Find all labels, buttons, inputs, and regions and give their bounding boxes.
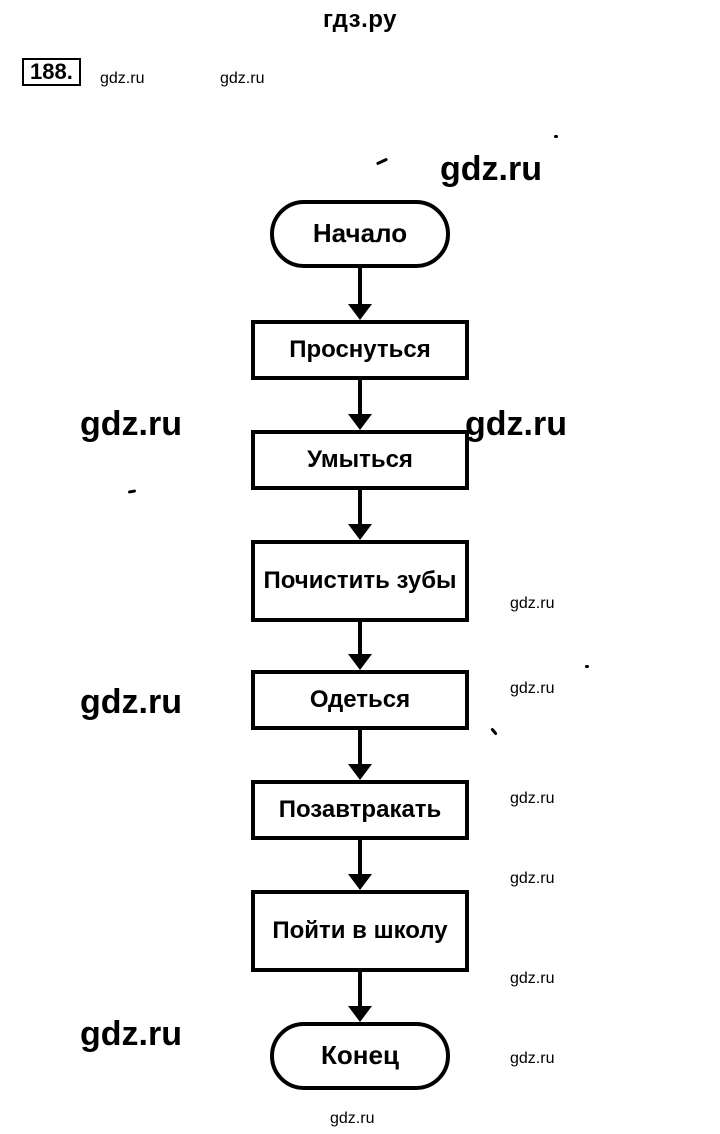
arrow-head-icon bbox=[348, 414, 372, 430]
arrow-head-icon bbox=[348, 874, 372, 890]
scan-artifact bbox=[376, 158, 388, 166]
arrow-shaft bbox=[358, 380, 362, 416]
watermark-text: gdz.ru bbox=[510, 595, 554, 613]
arrow-head-icon bbox=[348, 764, 372, 780]
scan-artifact bbox=[490, 727, 497, 735]
arrow-head-icon bbox=[348, 524, 372, 540]
flow-arrow bbox=[345, 380, 375, 430]
flow-process-step3: Почистить зубы bbox=[251, 540, 469, 622]
flow-arrow bbox=[345, 622, 375, 670]
flow-process-step1: Проснуться bbox=[251, 320, 469, 380]
watermark-text: gdz.ru bbox=[220, 70, 264, 88]
watermark-text: gdz.ru bbox=[80, 1015, 182, 1054]
flow-process-step2: Умыться bbox=[251, 430, 469, 490]
flow-node-label: Почистить зубы bbox=[263, 568, 456, 593]
flow-terminator-start: Начало bbox=[270, 200, 450, 268]
watermark-text: gdz.ru bbox=[510, 870, 554, 888]
scan-artifact bbox=[128, 489, 136, 493]
question-number-badge: 188. bbox=[22, 58, 81, 86]
arrow-shaft bbox=[358, 490, 362, 526]
flow-arrow bbox=[345, 490, 375, 540]
arrow-shaft bbox=[358, 268, 362, 306]
scan-artifact bbox=[554, 135, 558, 138]
arrow-head-icon bbox=[348, 654, 372, 670]
flow-process-step5: Позавтракать bbox=[251, 780, 469, 840]
watermark-text: gdz.ru bbox=[510, 970, 554, 988]
flow-node-label: Пойти в школу bbox=[272, 918, 447, 943]
flow-process-step6: Пойти в школу bbox=[251, 890, 469, 972]
watermark-text: gdz.ru bbox=[465, 405, 567, 444]
watermark-text: gdz.ru bbox=[440, 150, 542, 189]
watermark-text: gdz.ru bbox=[510, 1050, 554, 1068]
arrow-shaft bbox=[358, 730, 362, 766]
page-root: гдз.ру 188. Начало Проснуться Умыться Почис… bbox=[0, 0, 720, 1134]
flow-node-label: Проснуться bbox=[289, 337, 431, 362]
arrow-shaft bbox=[358, 622, 362, 656]
flow-arrow bbox=[345, 268, 375, 320]
arrow-head-icon bbox=[348, 304, 372, 320]
watermark-text: gdz.ru bbox=[510, 680, 554, 698]
flow-node-label: Позавтракать bbox=[279, 797, 442, 822]
watermark-text: gdz.ru bbox=[80, 683, 182, 722]
scan-artifact bbox=[585, 665, 589, 668]
flow-node-label: Начало bbox=[313, 220, 407, 247]
watermark-text: gdz.ru bbox=[80, 405, 182, 444]
flow-node-label: Одеться bbox=[310, 687, 410, 712]
flow-arrow bbox=[345, 840, 375, 890]
flow-process-step4: Одеться bbox=[251, 670, 469, 730]
arrow-shaft bbox=[358, 972, 362, 1008]
flow-terminator-end: Конец bbox=[270, 1022, 450, 1090]
arrow-shaft bbox=[358, 840, 362, 876]
arrow-head-icon bbox=[348, 1006, 372, 1022]
watermark-text: gdz.ru bbox=[510, 790, 554, 808]
flow-node-label: Умыться bbox=[307, 447, 413, 472]
flow-arrow bbox=[345, 972, 375, 1022]
flow-arrow bbox=[345, 730, 375, 780]
page-title: гдз.ру bbox=[0, 6, 720, 34]
watermark-text: gdz.ru bbox=[100, 70, 144, 88]
watermark-text: gdz.ru bbox=[330, 1110, 374, 1128]
flow-node-label: Конец bbox=[321, 1042, 399, 1069]
